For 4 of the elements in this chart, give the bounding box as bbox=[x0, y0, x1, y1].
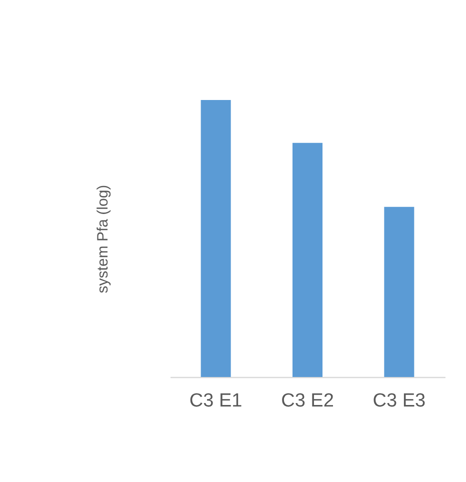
x-tick-label: C3 E2 bbox=[281, 390, 334, 412]
x-tick-label: C3 E3 bbox=[372, 390, 426, 412]
y-axis-title: system Pfa (log) bbox=[94, 184, 112, 294]
x-tick-label: C3 E1 bbox=[189, 390, 242, 412]
